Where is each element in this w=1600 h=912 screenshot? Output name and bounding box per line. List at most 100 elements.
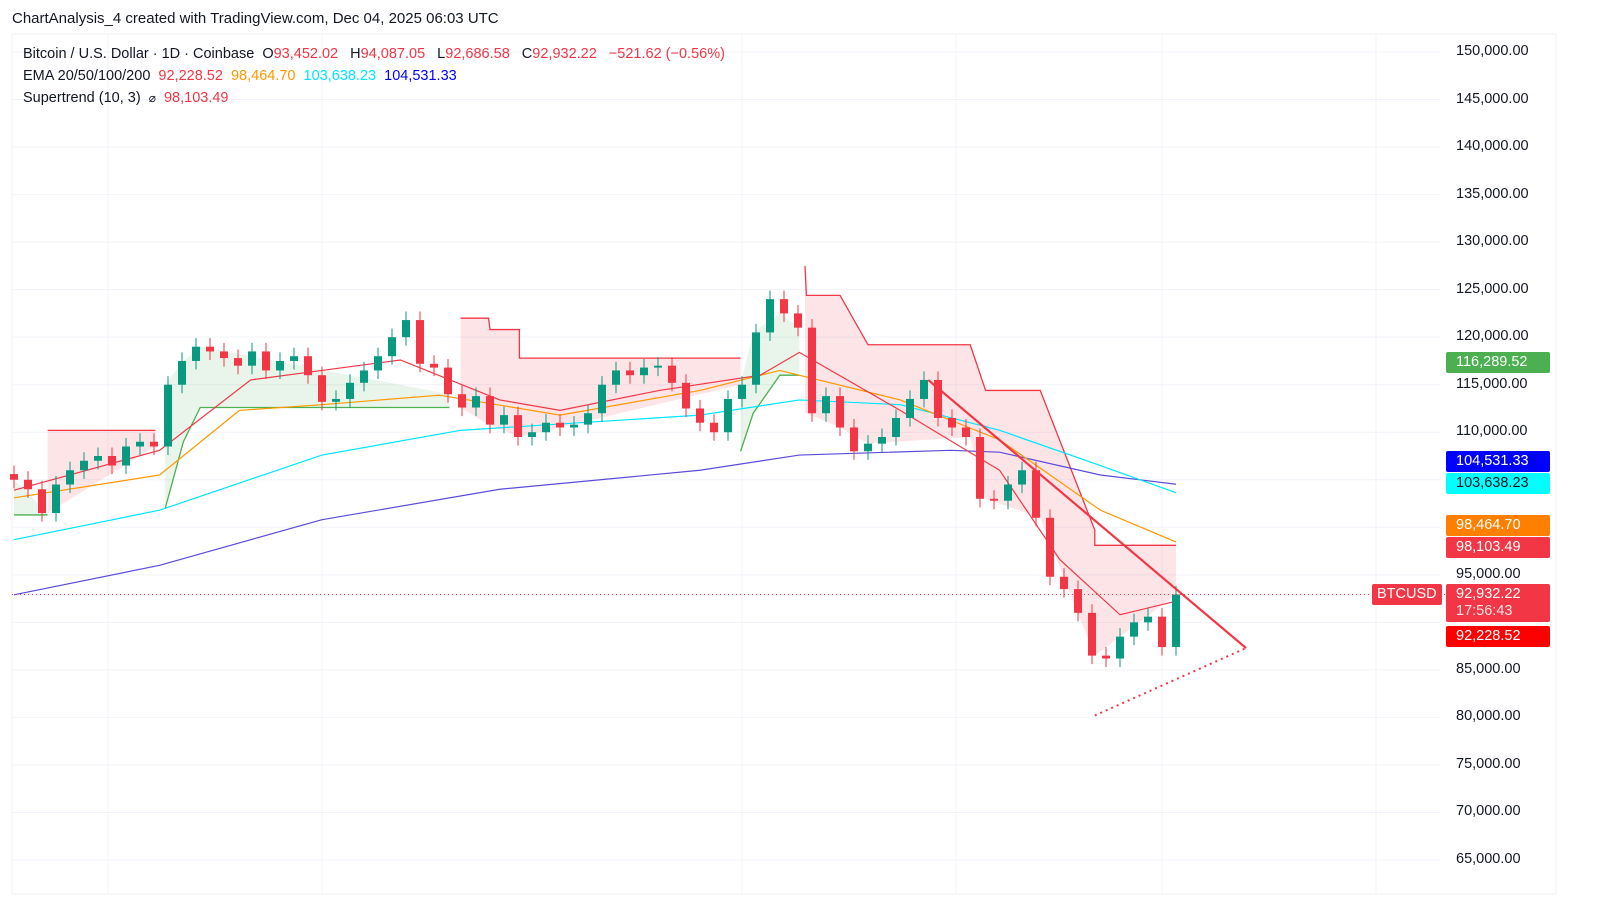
ema-legend[interactable]: EMA 20/50/100/200 92,228.52 98,464.70 10… — [23, 68, 461, 84]
current-price-value: 92,932.22 — [1456, 586, 1521, 603]
candle-body — [528, 432, 536, 437]
supertrend-down-fill — [460, 318, 741, 437]
ema200-value: 104,531.33 — [384, 68, 457, 84]
candle-body — [654, 365, 662, 368]
candle-body — [346, 382, 354, 399]
candle-body — [458, 394, 466, 408]
candle-body — [52, 484, 60, 514]
descending-trendline — [927, 379, 1247, 649]
price-label: 103,638.23 — [1446, 473, 1550, 494]
y-axis-tick: 75,000.00 — [1456, 755, 1521, 772]
candle-body — [920, 379, 928, 399]
supertrend-down-line — [460, 317, 741, 359]
price-label: 104,531.33 — [1446, 451, 1550, 472]
y-axis-tick: 70,000.00 — [1456, 803, 1521, 820]
candle-body — [612, 370, 620, 385]
candle-body — [794, 313, 802, 328]
price-label: 116,289.52 — [1446, 352, 1550, 373]
candle-body — [38, 489, 46, 514]
close-label: C — [521, 46, 533, 62]
ema20-line — [13, 351, 1177, 616]
candle-body — [430, 363, 438, 368]
candle-body — [94, 456, 102, 461]
candle-body — [766, 299, 774, 333]
candle-body — [514, 415, 522, 437]
candle-body — [962, 427, 970, 437]
symbol-legend: Bitcoin / U.S. Dollar · 1D · Coinbase O9… — [23, 46, 729, 62]
y-axis-tick: 65,000.00 — [1456, 851, 1521, 867]
candle-body — [1032, 470, 1040, 518]
current-price-label: 92,932.22 17:56:43 — [1446, 584, 1550, 623]
candle-body — [570, 424, 578, 428]
candle-body — [24, 479, 32, 490]
candle-body — [1060, 576, 1068, 590]
open-number: 93,452.02 — [273, 46, 339, 62]
y-axis-tick: 135,000.00 — [1456, 185, 1529, 202]
close-number: 92,932.22 — [532, 46, 597, 62]
ema-label: EMA 20/50/100/200 — [23, 68, 151, 84]
y-axis-tick: 110,000.00 — [1456, 423, 1528, 440]
ema100-line — [13, 399, 1177, 541]
plot-frame — [11, 33, 1557, 895]
candle-body — [822, 396, 830, 414]
y-axis-tick: 85,000.00 — [1456, 660, 1521, 677]
candle-body — [892, 417, 900, 437]
candle-body — [178, 360, 186, 385]
candle-body — [850, 427, 858, 452]
low-number: 92,686.58 — [445, 46, 510, 62]
candle-body — [864, 443, 872, 452]
price-label: 98,103.49 — [1446, 537, 1550, 558]
candle-body — [990, 498, 998, 501]
candle-body — [934, 379, 942, 418]
candle-body — [108, 456, 116, 466]
candle-body — [696, 408, 704, 423]
supertrend-legend[interactable]: Supertrend (10, 3) ⌀ 98,103.49 — [23, 90, 233, 106]
ema100-value: 103,638.23 — [303, 68, 377, 84]
candle-body — [752, 332, 760, 385]
close-value: C92,932.22 — [522, 46, 601, 62]
candle-body — [584, 413, 592, 425]
change-value: −521.62 (−0.56%) — [608, 46, 725, 62]
supertrend-down-line — [804, 265, 1176, 546]
candle-body — [304, 356, 312, 376]
candle-body — [80, 460, 88, 471]
candle-body — [948, 417, 956, 428]
open-label: O — [262, 46, 274, 62]
candle-body — [542, 422, 550, 433]
supertrend-value: 98,103.49 — [163, 90, 229, 106]
candle-body — [248, 351, 256, 366]
candle-body — [1074, 589, 1082, 613]
candle-body — [318, 375, 326, 402]
candle-body — [808, 327, 816, 414]
y-axis-tick: 150,000.00 — [1456, 43, 1529, 59]
candle-body — [486, 396, 494, 425]
candle-body — [1018, 470, 1026, 485]
candle-body — [1172, 594, 1180, 648]
candle-body — [976, 436, 984, 499]
candle-body — [472, 396, 480, 408]
candle-body — [1088, 612, 1096, 656]
y-axis-tick: 125,000.00 — [1456, 280, 1529, 297]
candle-body — [122, 446, 130, 466]
candle-body — [1158, 616, 1166, 648]
candle-body — [220, 351, 228, 359]
ema200-line — [13, 449, 1177, 596]
candle-body — [136, 441, 144, 447]
supertrend-up-fill — [165, 346, 450, 509]
high-label: H — [350, 46, 361, 62]
ema50-line — [13, 369, 1177, 543]
supertrend-up-line — [739, 374, 800, 452]
candle-body — [598, 384, 606, 414]
open-value: O93,452.02 — [262, 46, 342, 62]
candle-body — [626, 370, 634, 376]
candle-body — [1046, 517, 1054, 577]
candle-body — [402, 320, 410, 338]
y-axis-tick: 145,000.00 — [1456, 90, 1529, 107]
low-value: L92,686.58 — [437, 46, 514, 62]
low-label: L — [437, 46, 446, 62]
ema50-value: 98,464.70 — [230, 68, 296, 84]
hidden-eye-icon[interactable]: ⌀ — [148, 91, 156, 105]
candle-body — [668, 365, 676, 383]
price-label: 92,228.52 — [1446, 626, 1550, 647]
